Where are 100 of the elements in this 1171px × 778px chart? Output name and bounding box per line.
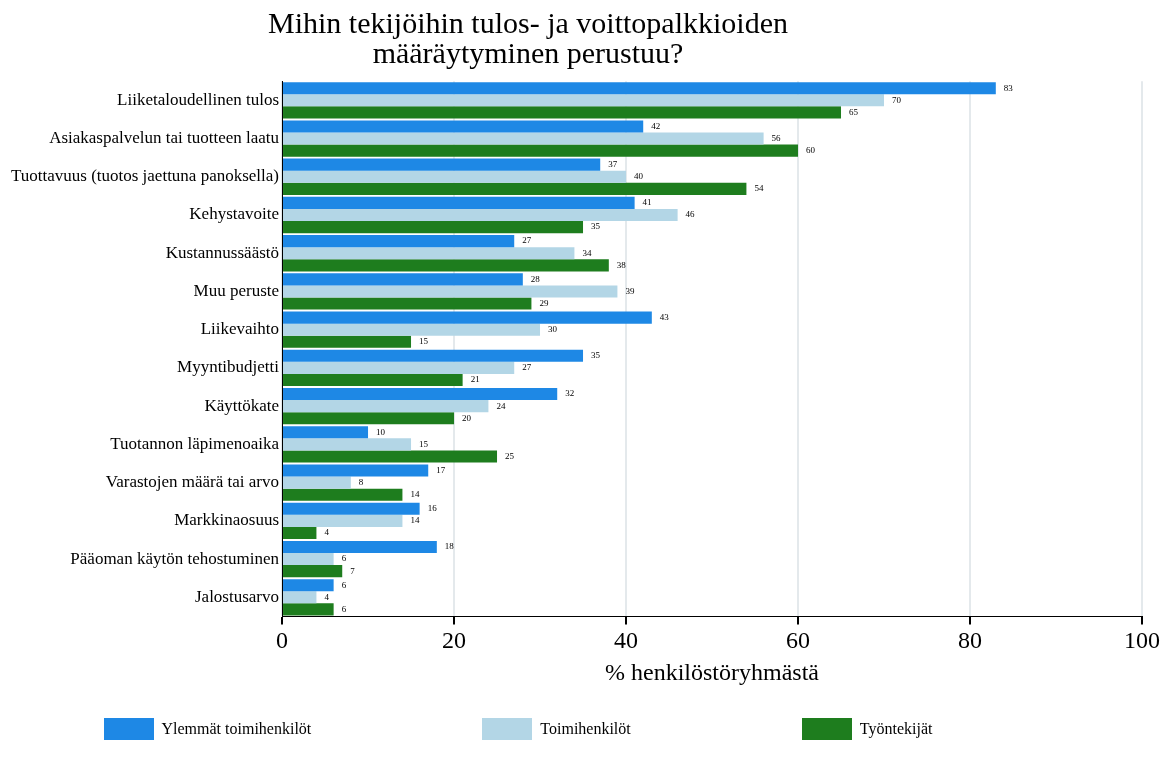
data-label: 21	[470, 374, 480, 385]
x-tick-label: 40	[614, 627, 639, 654]
bar	[283, 259, 609, 272]
bar	[283, 208, 678, 222]
y-tick-label: Liiketaloudellinen tulos	[117, 89, 280, 109]
y-tick-label: Kehystavoite	[189, 204, 280, 224]
bar	[283, 158, 601, 171]
chart-title: Mihin tekijöihin tulos- ja voittopalkkioiden määräytyminen perustuu?	[267, 6, 789, 69]
bar	[283, 196, 635, 209]
bar	[283, 106, 842, 119]
y-tick-label: Asiakaspalvelun tai tuotteen laatu	[49, 128, 280, 148]
bar	[283, 235, 515, 248]
data-label: 17	[436, 464, 446, 475]
data-label: 10	[376, 426, 386, 437]
bar	[283, 285, 618, 298]
bar	[283, 540, 437, 553]
data-label: 35	[591, 350, 601, 361]
data-label: 34	[582, 247, 592, 258]
legend-label: Työntekijät	[859, 720, 933, 738]
bar	[283, 464, 429, 477]
bar	[283, 361, 515, 374]
y-tick-label: Markkinaosuus	[174, 510, 280, 530]
y-tick-label: Tuotannon läpimenoaika	[110, 433, 280, 453]
y-tick-label: Pääoman käytön tehostuminen	[70, 548, 280, 568]
y-tick-label: Tuottavuus (tuotos jaettuna panoksella)	[10, 166, 280, 186]
bar	[283, 450, 498, 463]
bar	[283, 182, 747, 195]
data-label: 6	[341, 579, 347, 590]
data-label: 6	[341, 603, 347, 614]
data-label: 42	[651, 120, 661, 131]
data-label: 4	[324, 527, 330, 538]
bar	[283, 297, 532, 310]
y-tick-label: Muu peruste	[193, 280, 280, 300]
data-label: 24	[496, 400, 506, 411]
data-label: 29	[539, 297, 549, 308]
data-label: 14	[410, 489, 420, 500]
bar	[283, 476, 351, 489]
data-label: 20	[462, 412, 472, 423]
x-tick-label: 80	[958, 627, 983, 654]
bar	[283, 400, 489, 413]
data-label: 56	[771, 132, 782, 143]
y-tick-label: Jalostusarvo	[194, 586, 280, 606]
data-label: 38	[616, 259, 627, 270]
data-label: 4	[324, 591, 330, 602]
data-label: 32	[565, 388, 575, 399]
data-label: 54	[754, 183, 764, 194]
data-label: 18	[444, 541, 455, 552]
data-label: 8	[358, 476, 364, 487]
y-tick-label: Liikevaihto	[200, 319, 280, 339]
x-tick-label: 20	[442, 627, 467, 654]
bar	[283, 565, 343, 578]
data-label: 30	[548, 324, 558, 335]
bar	[283, 221, 584, 234]
data-label: 25	[505, 450, 515, 461]
bar	[283, 591, 317, 604]
x-axis-title: % henkilöstöryhmästä	[605, 658, 820, 685]
x-tick-label: 100	[1124, 627, 1160, 654]
bar	[283, 94, 885, 107]
y-tick-label: Käyttökate	[204, 395, 280, 415]
data-label: 40	[634, 171, 644, 182]
data-label: 7	[350, 565, 356, 576]
data-label: 27	[522, 362, 532, 373]
bar	[283, 502, 420, 515]
bar	[283, 514, 403, 527]
data-label: 41	[642, 197, 652, 208]
y-tick-label: Myyntibudjetti	[177, 357, 280, 377]
data-label: 6	[341, 553, 347, 564]
bar	[283, 349, 584, 362]
data-label: 46	[685, 209, 696, 220]
data-label: 35	[591, 221, 601, 232]
bar	[283, 553, 334, 566]
data-label: 83	[1003, 82, 1014, 93]
x-tick-label: 60	[786, 627, 811, 654]
bar	[283, 412, 455, 425]
bar	[283, 603, 334, 616]
data-label: 15	[419, 336, 429, 347]
bar	[283, 273, 523, 286]
legend-label: Ylemmät toimihenkilöt	[161, 720, 312, 738]
bar	[283, 247, 575, 260]
data-label: 15	[419, 438, 429, 449]
bar	[283, 335, 412, 348]
x-tick-label: 0	[276, 627, 289, 654]
bar	[283, 488, 403, 501]
legend-label: Toimihenkilöt	[540, 720, 631, 738]
data-label: 37	[608, 159, 618, 170]
bar	[283, 144, 799, 157]
data-label: 27	[522, 235, 532, 246]
bar	[283, 579, 334, 592]
data-label: 16	[427, 503, 438, 514]
bar	[283, 323, 541, 336]
data-label: 39	[625, 285, 635, 296]
bar	[283, 387, 558, 401]
bar	[283, 438, 412, 451]
bar	[283, 373, 463, 387]
bar	[283, 132, 764, 145]
bar	[283, 82, 996, 95]
bar	[283, 170, 627, 183]
bar	[283, 120, 644, 133]
data-label: 14	[410, 515, 420, 526]
bar	[283, 311, 652, 324]
